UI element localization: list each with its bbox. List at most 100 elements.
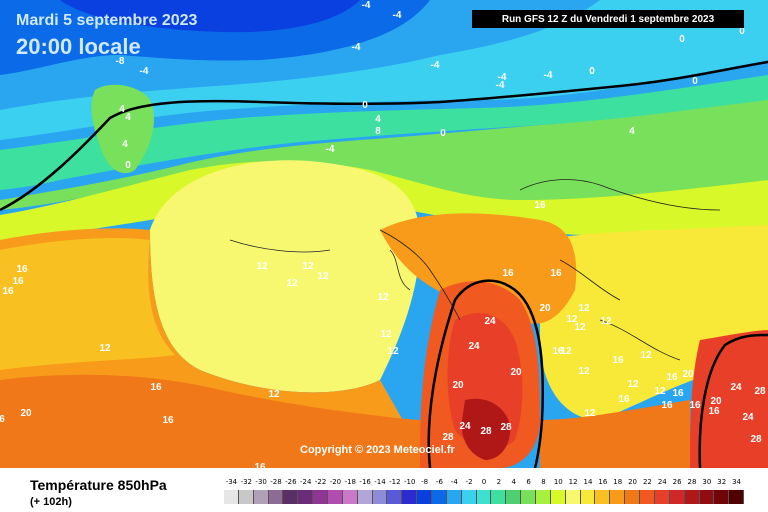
- scale-tick-label: -14: [374, 478, 386, 486]
- scale-cell: [432, 490, 447, 504]
- map-value-label: 28: [480, 426, 492, 437]
- scale-tick-label: 26: [672, 478, 682, 486]
- map-value-label: 12: [654, 386, 666, 397]
- map-value-label: 16: [12, 276, 24, 287]
- map-value-label: 28: [500, 422, 512, 433]
- map-value-label: 4: [122, 139, 128, 150]
- map-value-label: 20: [539, 303, 551, 314]
- scale-tick-label: 34: [732, 478, 742, 486]
- scale-cell: [610, 490, 626, 504]
- scale-cell: [684, 490, 700, 504]
- map-value-label: 24: [484, 316, 496, 327]
- scale-cell: [268, 490, 284, 504]
- forecast-time: 20:00 locale: [16, 34, 141, 59]
- map-value-label: -4: [140, 66, 149, 77]
- map-value-label: 16: [550, 268, 562, 279]
- map-value-label: 24: [742, 412, 754, 423]
- map-value-label: 12: [286, 278, 298, 289]
- scale-cell: [669, 490, 685, 504]
- run-info: Run GFS 12 Z du Vendredi 1 septembre 202…: [472, 10, 744, 28]
- scale-tick-label: -28: [270, 478, 282, 486]
- map-value-label: -4: [362, 0, 371, 11]
- isotherm-20: [427, 279, 545, 468]
- map-value-label: 20: [710, 396, 722, 407]
- scale-cell: [491, 490, 507, 504]
- scale-tick-label: 22: [642, 478, 652, 486]
- scale-cell: [342, 490, 358, 504]
- scale-tick-label: -24: [299, 478, 312, 486]
- scale-tick-label: -26: [285, 478, 297, 486]
- scale-tick-label: 2: [496, 478, 502, 486]
- scale-tick-label: -6: [435, 478, 443, 486]
- very-cold-region: [60, 0, 360, 33]
- scale-tick-label: 32: [717, 478, 727, 486]
- map-value-label: 24: [468, 341, 480, 352]
- scale-tick-label: 16: [598, 478, 608, 486]
- scale-cell: [313, 490, 329, 504]
- scale-tick-label: 10: [553, 478, 563, 486]
- legend-subtitle: (+ 102h): [30, 496, 72, 508]
- map-value-label: -4: [393, 10, 402, 21]
- map-value-label: 12: [387, 346, 399, 357]
- scale-cell: [298, 490, 314, 504]
- scale-cell: [357, 490, 373, 504]
- map-value-label: 16: [666, 372, 678, 383]
- isotherm-0: [0, 60, 768, 212]
- scale-tick-label: -34: [225, 478, 238, 486]
- map-value-label: 16: [612, 355, 624, 366]
- map-value-label: 0: [679, 34, 685, 45]
- map-value-label: 0: [440, 128, 446, 139]
- map-value-label: 12: [268, 389, 280, 400]
- scale-tick-label: -10: [403, 478, 416, 486]
- map-value-label: 0: [692, 76, 698, 87]
- scale-tick-label: -16: [359, 478, 371, 486]
- map-value-label: 12: [584, 408, 596, 419]
- map-value-label: 20: [510, 367, 522, 378]
- map-value-label: 12: [600, 316, 612, 327]
- map-value-label: 12: [377, 292, 389, 303]
- scale-cell: [461, 490, 477, 504]
- scale-tick-label: 0: [481, 478, 487, 486]
- map-value-label: 6: [0, 414, 5, 425]
- scale-tick-label: 18: [613, 478, 623, 486]
- map-value-label: 16: [708, 406, 720, 417]
- coastlines: [229, 179, 721, 361]
- map-value-label: 16: [689, 400, 701, 411]
- map-value-label: -4: [498, 72, 507, 83]
- yellow-region: [150, 160, 420, 393]
- scale-tick-label: -30: [255, 478, 267, 486]
- scale-tick-label: -22: [314, 478, 327, 486]
- map-value-label: -8: [116, 56, 125, 67]
- scale-tick-label: 24: [657, 478, 667, 486]
- map-value-label: -4: [352, 42, 361, 53]
- scale-tick-label: 8: [541, 478, 546, 486]
- map-value-label: 16: [16, 264, 28, 275]
- map-value-label: 28: [750, 434, 762, 445]
- scale-tick-label: 14: [583, 478, 593, 486]
- map-value-label: 4: [125, 112, 131, 123]
- scale-tick-label: 28: [687, 478, 697, 486]
- map-value-label: -4: [431, 60, 440, 71]
- scale-cell: [521, 490, 537, 504]
- deep-orange-southwest: [0, 374, 440, 468]
- map-value-label: 0: [739, 26, 745, 37]
- scale-tick-label: 20: [628, 478, 638, 486]
- map-value-label: 8: [375, 126, 381, 137]
- scale-cell: [253, 490, 269, 504]
- scale-tick-label: 30: [702, 478, 712, 486]
- map-value-label: 12: [99, 343, 111, 354]
- map-value-label: 20: [452, 380, 464, 391]
- map-value-label: 16: [534, 200, 546, 211]
- copyright: Copyright © 2023 Meteociel.fr: [300, 444, 455, 456]
- map-value-label: 4: [375, 114, 381, 125]
- teal-band: [0, 75, 768, 190]
- scale-tick-label: -8: [421, 478, 429, 486]
- scale-cell: [595, 490, 611, 504]
- scale-cell: [729, 490, 745, 504]
- hot-southeast: [690, 330, 768, 468]
- iberia-hottest: [461, 398, 511, 460]
- map-value-label: 24: [459, 421, 471, 432]
- map-value-label: 16: [502, 268, 514, 279]
- map-value-label: 12: [578, 366, 590, 377]
- map-value-label: 12: [256, 261, 268, 272]
